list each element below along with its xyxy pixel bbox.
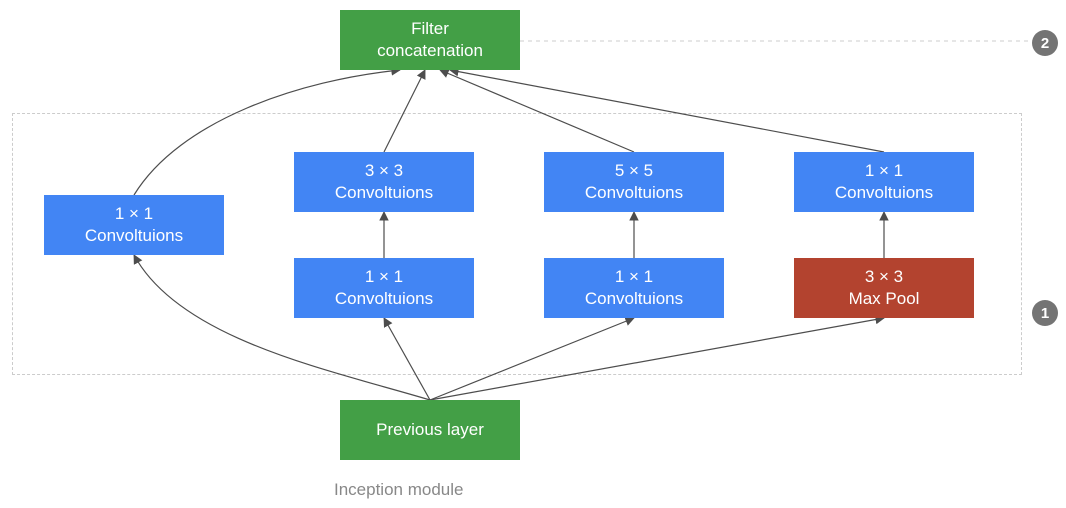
node-line1: 1 × 1: [865, 160, 903, 182]
node-line1: 3 × 3: [865, 266, 903, 288]
node-filter: Filterconcatenation: [340, 10, 520, 70]
caption: Inception module: [334, 480, 463, 500]
node-line2: concatenation: [377, 40, 483, 62]
node-line2: Convoltuions: [335, 182, 433, 204]
node-line2: Convoltuions: [85, 225, 183, 247]
node-line2: Max Pool: [849, 288, 920, 310]
node-maxpool: 3 × 3Max Pool: [794, 258, 974, 318]
node-line1: Filter: [411, 18, 449, 40]
node-line1: 5 × 5: [615, 160, 653, 182]
node-line1: 1 × 1: [615, 266, 653, 288]
node-conv5: 5 × 5Convoltuions: [544, 152, 724, 212]
node-line1: Previous layer: [376, 419, 484, 441]
node-conv1b: 1 × 1Convoltuions: [294, 258, 474, 318]
node-line2: Convoltuions: [585, 182, 683, 204]
node-line2: Convoltuions: [335, 288, 433, 310]
node-line1: 1 × 1: [365, 266, 403, 288]
node-line1: 3 × 3: [365, 160, 403, 182]
node-line2: Convoltuions: [585, 288, 683, 310]
diagram-canvas: Filterconcatenation1 × 1Convoltuions3 × …: [0, 0, 1066, 508]
badge-b1: 1: [1032, 300, 1058, 326]
node-conv1a: 1 × 1Convoltuions: [44, 195, 224, 255]
badge-b2: 2: [1032, 30, 1058, 56]
node-line1: 1 × 1: [115, 203, 153, 225]
node-line2: Convoltuions: [835, 182, 933, 204]
node-prev: Previous layer: [340, 400, 520, 460]
node-conv3: 3 × 3Convoltuions: [294, 152, 474, 212]
node-conv1d: 1 × 1Convoltuions: [794, 152, 974, 212]
node-conv1c: 1 × 1Convoltuions: [544, 258, 724, 318]
